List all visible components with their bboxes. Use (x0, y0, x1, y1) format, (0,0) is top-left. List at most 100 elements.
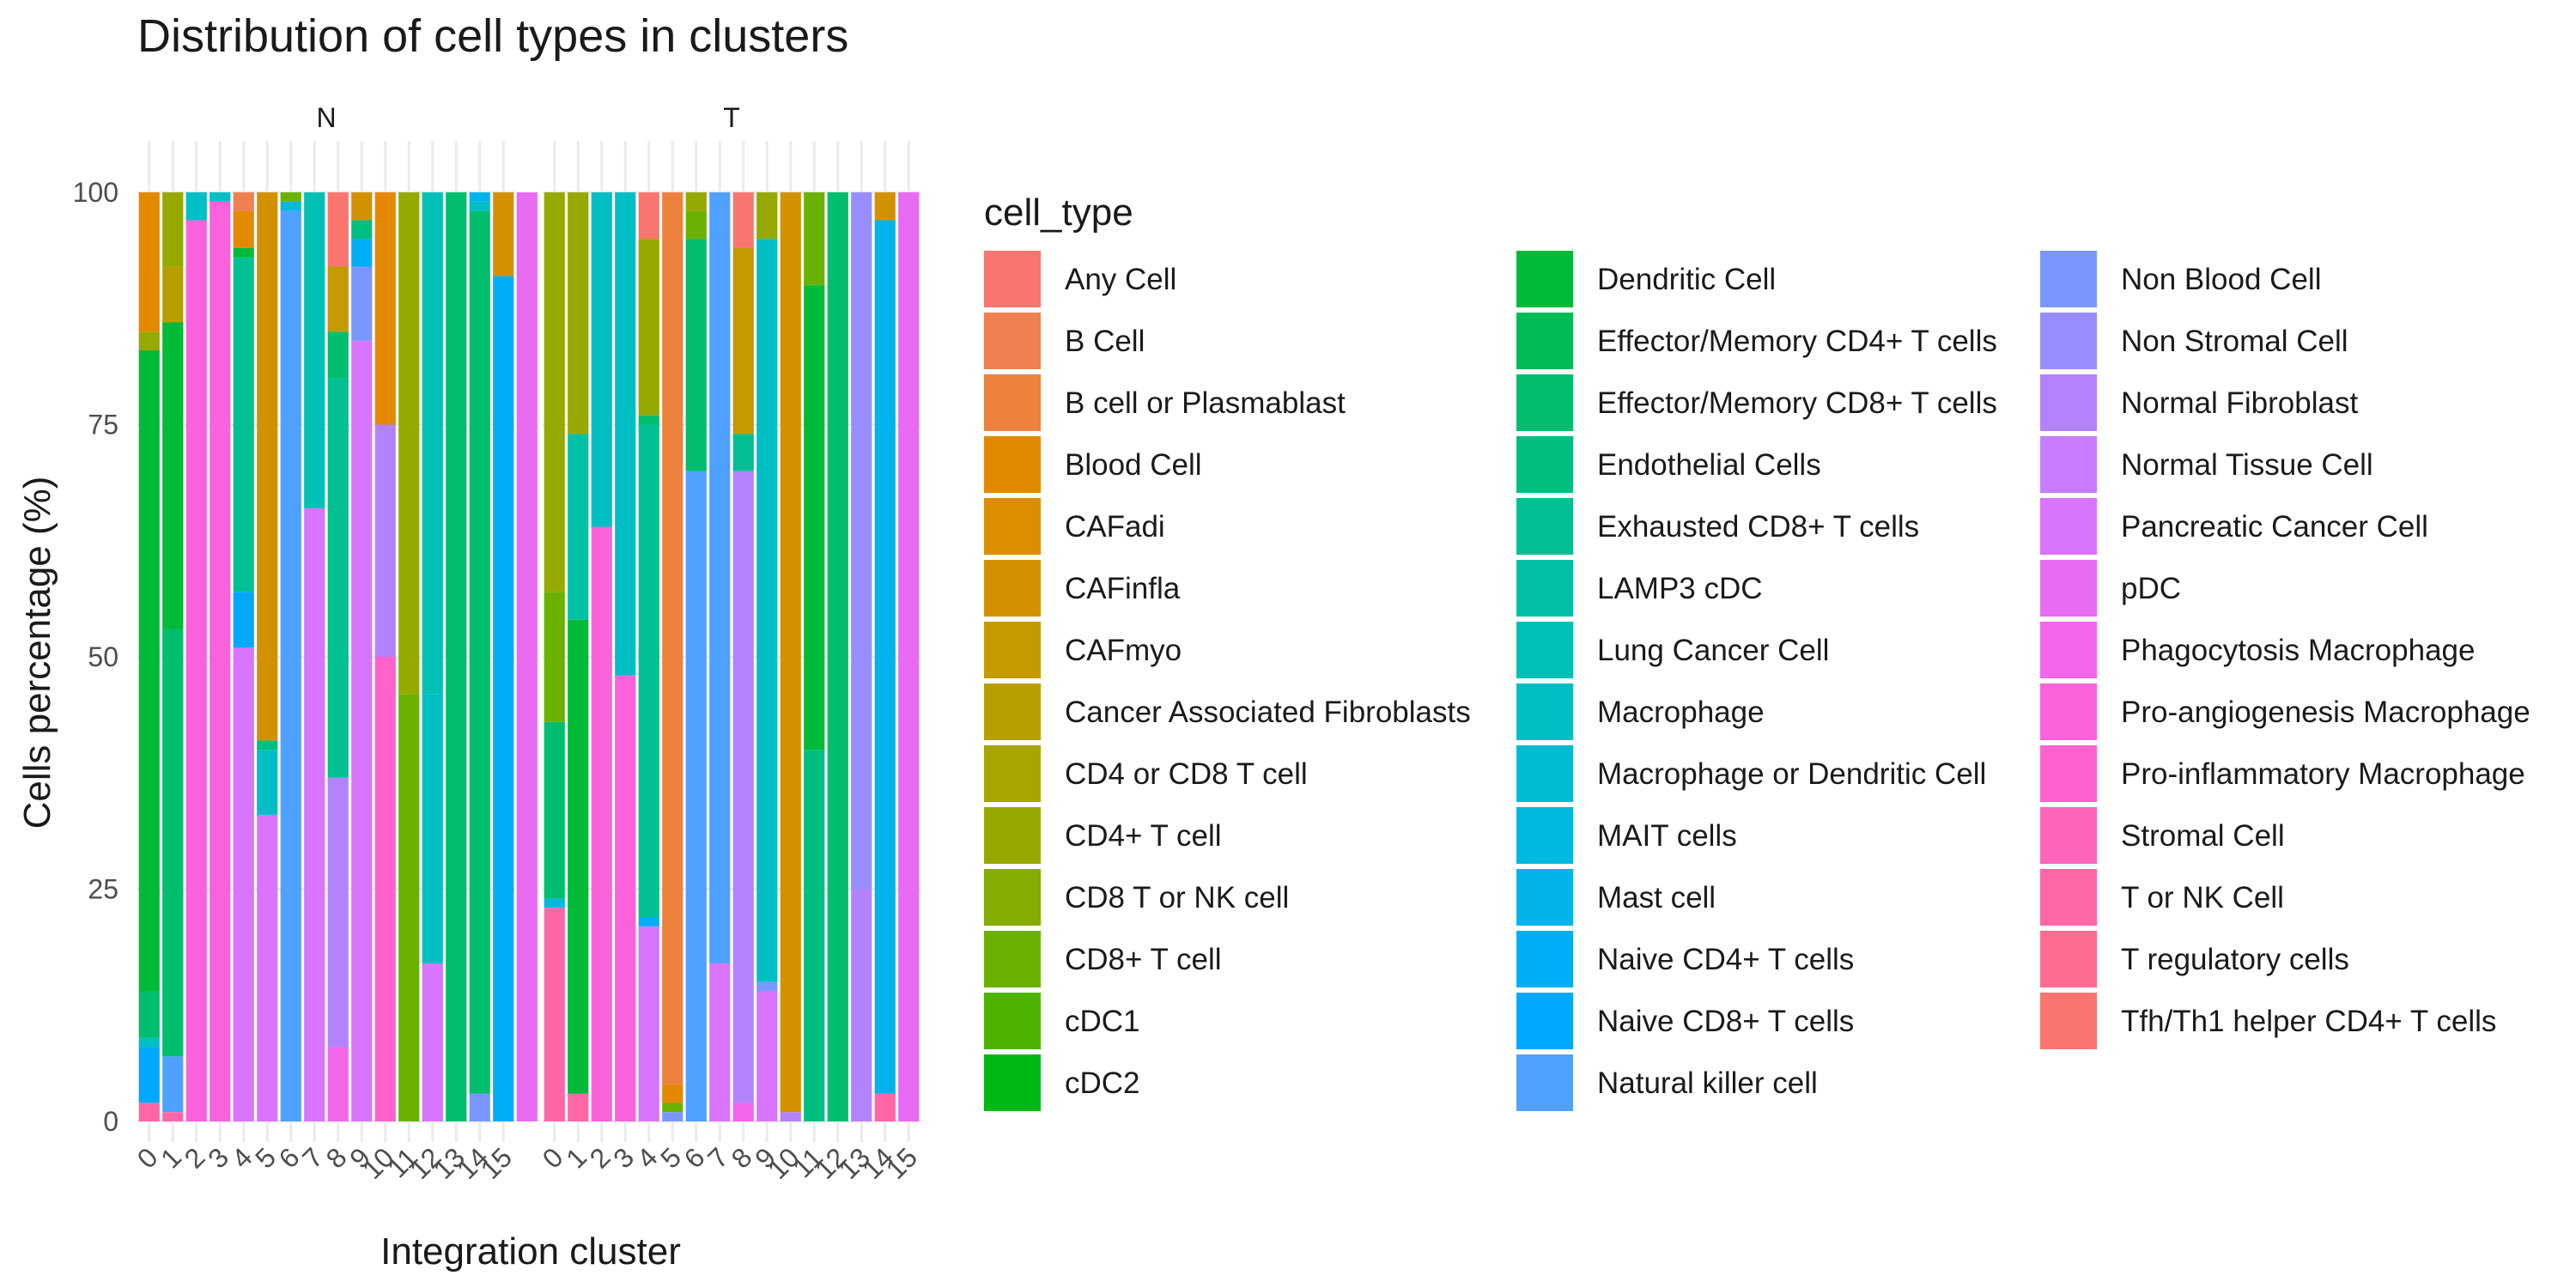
x-tick-label: 15 (475, 1141, 519, 1185)
legend-label: Phagocytosis Macrophage (2121, 634, 2475, 667)
bar-segment (138, 192, 160, 332)
bar-segment (568, 192, 589, 434)
legend-item: Normal Tissue Cell (2040, 436, 2373, 493)
chart-title: Distribution of cell types in clusters (137, 10, 848, 62)
legend-key (1516, 436, 1573, 493)
bar-cluster-12 (422, 192, 443, 1121)
bar-segment (138, 1103, 160, 1121)
bar-segment (351, 239, 373, 267)
bar-segment (374, 192, 396, 425)
x-tick-label: 4 (631, 1141, 664, 1174)
legend-label: CD8 T or NK cell (1065, 881, 1289, 914)
bar-segment (493, 276, 514, 1121)
bar-segment (327, 192, 349, 267)
bar-segment (544, 721, 565, 899)
legend-item: CAFadi (984, 498, 1165, 555)
bar-cluster-11 (804, 192, 825, 1121)
legend-item: cDC2 (984, 1054, 1140, 1111)
bar-segment (138, 349, 160, 992)
bar-segment (257, 740, 278, 750)
bar-segment (780, 1112, 801, 1121)
bar-cluster-1 (568, 192, 589, 1121)
x-tick-label: 7 (296, 1141, 329, 1174)
legend-label: Effector/Memory CD4+ T cells (1597, 325, 1997, 358)
bar-segment (374, 657, 396, 1121)
bar-cluster-3 (615, 192, 636, 1121)
bar-segment (851, 889, 872, 1121)
bar-segment (591, 526, 612, 1121)
legend-key (984, 1054, 1041, 1111)
bar-segment (304, 507, 325, 1121)
legend-key (1516, 1054, 1573, 1111)
x-tick-label: 2 (584, 1141, 617, 1174)
legend-label: T or NK Cell (2121, 881, 2284, 914)
legend-key (984, 993, 1041, 1049)
legend-item: Phagocytosis Macrophage (2040, 622, 2475, 678)
legend-key (984, 498, 1041, 555)
x-tick-label: 6 (678, 1141, 711, 1174)
legend-label: CAFadi (1065, 510, 1165, 544)
bar-segment (185, 220, 207, 1122)
legend-item: CAFmyo (984, 622, 1182, 678)
bar-segment (756, 991, 778, 1121)
legend-item: Naive CD4+ T cells (1516, 931, 1854, 987)
legend-key (2040, 683, 2097, 740)
legend-label: CAFmyo (1065, 634, 1182, 667)
legend-label: Tfh/Th1 helper CD4+ T cells (2121, 1005, 2496, 1038)
legend-label: Exhausted CD8+ T cells (1597, 510, 1919, 544)
legend-label: Cancer Associated Fibroblasts (1065, 696, 1471, 729)
bar-cluster-undefined (516, 192, 538, 1121)
bar-segment (351, 192, 373, 221)
legend-item: Lung Cancer Cell (1516, 622, 1829, 678)
legend-key (1516, 807, 1573, 864)
legend-item: Macrophage or Dendritic Cell (1516, 745, 1986, 802)
bar-segment (804, 192, 825, 286)
bar-segment (544, 592, 565, 722)
bar-segment (638, 926, 659, 1121)
bar-segment (422, 694, 443, 964)
bar-segment (210, 201, 231, 1121)
legend-label: Any Cell (1065, 263, 1176, 296)
bar-segment (544, 908, 565, 1121)
bar-segment (732, 192, 754, 248)
bar-segment (469, 210, 490, 1094)
bar-segment (280, 201, 301, 211)
legend-item: T or NK Cell (2040, 869, 2284, 926)
bar-segment (233, 192, 254, 211)
bar-segment (662, 192, 683, 1084)
bar-cluster-15 (493, 192, 514, 1121)
bar-segment (685, 239, 707, 471)
legend-item: Pancreatic Cancer Cell (2040, 498, 2428, 555)
bar-segment (827, 192, 848, 1121)
bar-segment (233, 210, 254, 248)
legend-item: Dendritic Cell (1516, 251, 1776, 307)
x-tick-label: 1 (560, 1141, 592, 1174)
legend-item: LAMP3 cDC (1516, 560, 1763, 617)
legend-label: Pro-inflammatory Macrophage (2121, 757, 2525, 791)
legend-item: CD4 or CD8 T cell (984, 745, 1308, 802)
legend-item: Stromal Cell (2040, 807, 2285, 864)
legend-item: Natural killer cell (1516, 1054, 1818, 1111)
legend-key (2040, 931, 2097, 987)
bar-segment (851, 192, 872, 890)
legend-label: B cell or Plasmablast (1065, 386, 1346, 420)
legend-label: T regulatory cells (2121, 943, 2349, 976)
legend-key (2040, 869, 2097, 926)
bar-segment (516, 192, 538, 1121)
bar-segment (185, 192, 207, 221)
bar-cluster-13 (851, 192, 872, 1121)
legend-label: Natural killer cell (1597, 1066, 1818, 1100)
bar-segment (709, 192, 731, 964)
legend-label: CAFinfla (1065, 572, 1181, 605)
bar-segment (756, 239, 778, 982)
legend-label: Normal Fibroblast (2121, 386, 2358, 420)
bar-cluster-12 (827, 192, 848, 1121)
legend: cell_type Any Cell B Cell B cell or Plasma… (984, 191, 2530, 1111)
bar-cluster-2 (591, 192, 612, 1121)
facet-label-T: T (723, 102, 740, 133)
bar-cluster-9 (351, 192, 373, 1121)
bar-segment (280, 210, 301, 1121)
bar-segment (162, 266, 184, 323)
bar-segment (638, 916, 659, 927)
legend-key (1516, 683, 1573, 740)
